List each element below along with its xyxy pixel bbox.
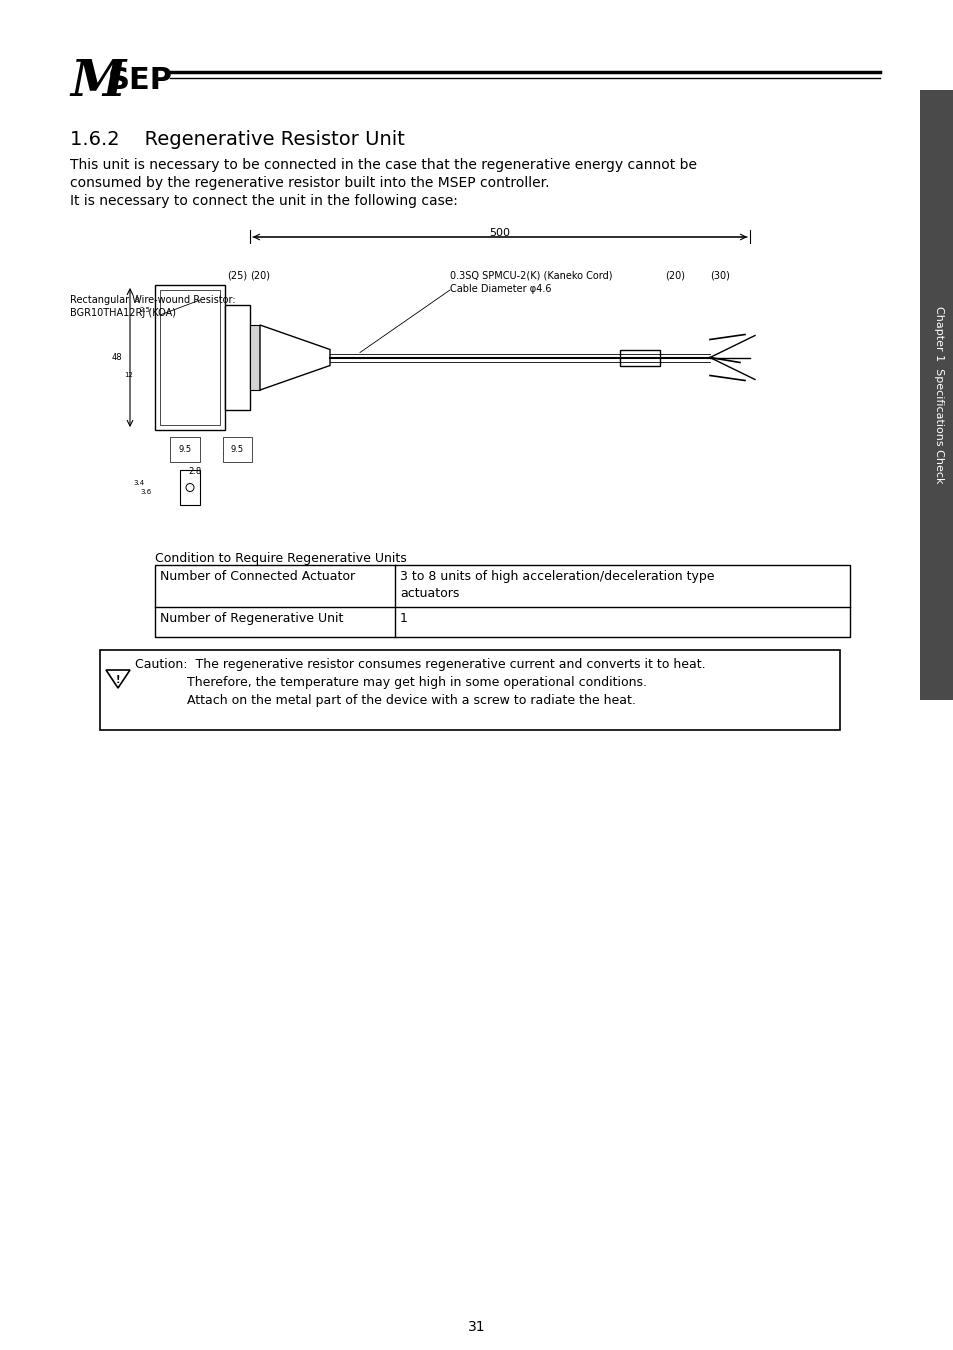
Polygon shape — [260, 325, 330, 390]
Bar — [160, 290, 220, 425]
Text: This unit is necessary to be connected in the case that the regenerative energy : This unit is necessary to be connected i… — [70, 158, 697, 171]
Text: Number of Regenerative Unit: Number of Regenerative Unit — [160, 612, 343, 625]
Text: Chapter 1  Specifications Check: Chapter 1 Specifications Check — [933, 306, 943, 483]
Bar — [250, 325, 260, 390]
Bar — [180, 470, 200, 505]
Text: 1.6.2    Regenerative Resistor Unit: 1.6.2 Regenerative Resistor Unit — [70, 130, 404, 148]
Text: 12: 12 — [124, 373, 132, 378]
Bar — [225, 305, 250, 410]
Bar — [619, 350, 659, 366]
Text: 48: 48 — [112, 352, 122, 362]
Text: Condition to Require Regenerative Units: Condition to Require Regenerative Units — [154, 552, 406, 566]
Bar — [154, 566, 849, 637]
Text: 3.6: 3.6 — [141, 489, 152, 495]
Text: 500: 500 — [489, 228, 510, 238]
Text: actuators: actuators — [399, 587, 459, 599]
Circle shape — [186, 483, 193, 491]
Text: M: M — [70, 58, 125, 107]
Text: 0.3SQ SPMCU-2(K) (Kaneko Cord): 0.3SQ SPMCU-2(K) (Kaneko Cord) — [450, 270, 612, 279]
Text: It is necessary to connect the unit in the following case:: It is necessary to connect the unit in t… — [70, 194, 457, 208]
Text: SEP: SEP — [108, 66, 172, 95]
Text: Attach on the metal part of the device with a screw to radiate the heat.: Attach on the metal part of the device w… — [135, 694, 636, 707]
Text: 2.8: 2.8 — [188, 467, 201, 477]
Polygon shape — [106, 670, 130, 688]
Text: (25): (25) — [227, 270, 247, 279]
Bar — [154, 285, 225, 431]
Text: 3 to 8 units of high acceleration/deceleration type: 3 to 8 units of high acceleration/decele… — [399, 570, 714, 583]
Text: (20): (20) — [664, 270, 684, 279]
Text: Caution:  The regenerative resistor consumes regenerative current and converts i: Caution: The regenerative resistor consu… — [135, 657, 705, 671]
Text: 3.4: 3.4 — [133, 481, 145, 486]
Text: 31: 31 — [468, 1320, 485, 1334]
Text: Therefore, the temperature may get high in some operational conditions.: Therefore, the temperature may get high … — [135, 676, 646, 688]
Text: BGR10THA12RJ (KOA): BGR10THA12RJ (KOA) — [70, 308, 175, 319]
Text: 9.5: 9.5 — [231, 446, 244, 454]
Text: (30): (30) — [709, 270, 729, 279]
Text: Cable Diameter φ4.6: Cable Diameter φ4.6 — [450, 284, 551, 294]
Text: 9.5: 9.5 — [178, 446, 192, 454]
Text: !: ! — [115, 675, 120, 684]
Text: consumed by the regenerative resistor built into the MSEP controller.: consumed by the regenerative resistor bu… — [70, 176, 549, 190]
Text: 2.5: 2.5 — [139, 306, 151, 313]
Bar — [919, 90, 953, 701]
Bar — [100, 649, 840, 730]
Text: (20): (20) — [250, 270, 270, 279]
Text: 8: 8 — [134, 297, 139, 302]
Text: 1: 1 — [399, 612, 408, 625]
Text: Number of Connected Actuator: Number of Connected Actuator — [160, 570, 355, 583]
Text: Rectangular Wire-wound Resistor:: Rectangular Wire-wound Resistor: — [70, 296, 235, 305]
